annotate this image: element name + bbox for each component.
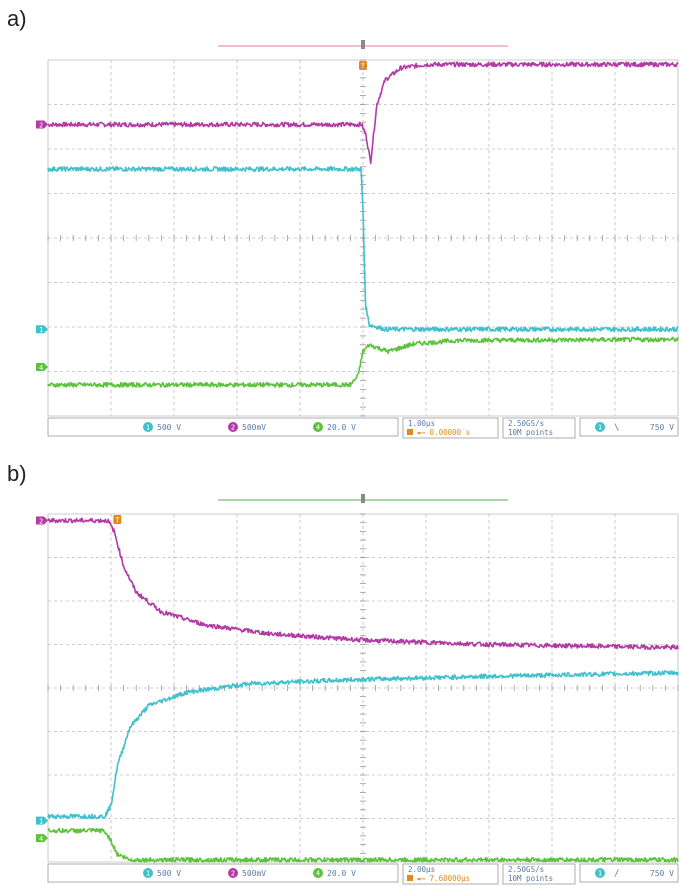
ch1-level-marker: 1 xyxy=(36,325,48,334)
trigger-marker-icon: T xyxy=(113,515,122,525)
trigger-source-num: 1 xyxy=(598,870,602,878)
ch2-badge-num: 2 xyxy=(231,870,235,878)
record-length-text: 10M points xyxy=(508,874,553,883)
ch2-badge-num: 2 xyxy=(231,424,235,432)
ch1-scale-text: 500 V xyxy=(157,423,181,432)
status-bar: 1 500 V 2 500mV 4 20.0 V 1.00µs◄→ 0.00000 s 2.5… xyxy=(47,417,679,439)
ch2-level-marker-shape xyxy=(36,516,48,525)
ch1-level-marker-num: 1 xyxy=(39,326,43,334)
trigger-setup-box xyxy=(579,417,679,437)
timebase-box xyxy=(402,863,499,885)
ch4-level-marker: 4 xyxy=(36,363,48,372)
trace-ch1-cyan xyxy=(47,166,679,333)
tek-logo: Tek xyxy=(8,494,24,495)
trigger-level-text: 750 V xyxy=(650,869,674,878)
trigger-source-badge xyxy=(595,422,605,432)
ch2-badge xyxy=(228,868,238,878)
record-length-text: 10M points xyxy=(508,428,553,437)
tek-logo: Tek xyxy=(8,40,24,41)
center-ticks xyxy=(47,513,679,863)
ch1-scale-text: 500 V xyxy=(157,869,181,878)
trace-ch4-green xyxy=(47,827,679,863)
acquisition-box xyxy=(502,863,576,885)
ch2-scale-text: 500mV xyxy=(242,869,266,878)
trigger-position-readout: ◄→ 7.60000µs xyxy=(407,874,470,883)
trigger-position-icon xyxy=(407,429,413,435)
ch4-scale-readout: 4 20.0 V xyxy=(313,422,356,432)
ch4-badge-num: 4 xyxy=(316,424,320,432)
trace-ch2-magenta xyxy=(47,61,679,165)
panel-b-label: b) xyxy=(7,461,27,486)
trigger-slope-icon: \ xyxy=(614,423,619,433)
ch1-scale-readout: 1 500 V xyxy=(143,868,181,878)
channel-scale-box xyxy=(47,863,399,883)
ch2-scale-readout: 2 500mV xyxy=(228,422,266,432)
trigger-position-text: ◄→ 0.00000 s xyxy=(416,428,470,437)
trigger-source-badge xyxy=(595,868,605,878)
timebase-text: 1.00µs xyxy=(408,419,435,428)
ch4-scale-readout: 4 20.0 V xyxy=(313,868,356,878)
acquisition-box xyxy=(502,417,576,439)
ch1-level-marker-shape xyxy=(36,325,48,334)
sample-rate-text: 2.50GS/s xyxy=(508,865,544,874)
ch1-level-marker-shape xyxy=(36,816,48,825)
trigger-marker-shape xyxy=(113,515,122,524)
ch2-scale-text: 500mV xyxy=(242,423,266,432)
ch4-level-marker-shape xyxy=(36,834,48,843)
ch2-badge xyxy=(228,422,238,432)
panel-a-label: a) xyxy=(7,6,27,31)
ch4-badge-num: 4 xyxy=(316,870,320,878)
record-position-marker xyxy=(361,40,365,49)
ch1-level-marker-num: 1 xyxy=(39,818,43,826)
trigger-marker-letter: T xyxy=(115,517,120,525)
ch1-badge-num: 1 xyxy=(146,424,150,432)
ch2-level-marker-num: 2 xyxy=(39,518,43,526)
ch2-level-marker: 2 xyxy=(36,516,48,526)
ch4-level-marker-num: 4 xyxy=(39,364,43,372)
ch4-level-marker-num: 4 xyxy=(39,835,43,843)
ch4-level-marker-shape xyxy=(36,363,48,372)
ch2-scale-readout: 2 500mV xyxy=(228,868,266,878)
trace-ch1-cyan xyxy=(47,670,679,820)
ch1-badge xyxy=(143,422,153,432)
trigger-marker-shape xyxy=(359,61,367,70)
timebase-box xyxy=(402,417,499,439)
ch4-badge xyxy=(313,422,323,432)
trigger-position-text: ◄→ 7.60000µs xyxy=(416,874,470,883)
ch4-badge xyxy=(313,868,323,878)
ch1-badge-num: 1 xyxy=(146,870,150,878)
trigger-slope-icon: / xyxy=(614,869,619,879)
trace-ch4-green xyxy=(47,336,679,388)
ch2-level-marker: 2 xyxy=(36,120,48,130)
trigger-source-num: 1 xyxy=(598,424,602,432)
ch4-level-marker: 4 xyxy=(36,834,48,843)
status-bar: 1 500 V 2 500mV 4 20.0 V 2.00µs◄→ 7.60000µs 2.5… xyxy=(47,863,679,885)
trigger-level-text: 750 V xyxy=(650,423,674,432)
channel-scale-box xyxy=(47,417,399,437)
trigger-setup-box xyxy=(579,863,679,883)
ch1-scale-readout: 1 500 V xyxy=(143,422,181,432)
trigger-position-icon xyxy=(407,875,413,881)
ch1-badge xyxy=(143,868,153,878)
trigger-position-readout: ◄→ 0.00000 s xyxy=(407,428,470,437)
ch2-level-marker-shape xyxy=(36,120,48,129)
ch2-level-marker-num: 2 xyxy=(39,122,43,130)
ch4-scale-text: 20.0 V xyxy=(327,423,356,432)
trace-ch2-magenta xyxy=(47,517,679,651)
record-position-marker xyxy=(361,494,365,503)
ch1-level-marker: 1 xyxy=(36,816,48,826)
ch4-scale-text: 20.0 V xyxy=(327,869,356,878)
timebase-text: 2.00µs xyxy=(408,865,435,874)
sample-rate-text: 2.50GS/s xyxy=(508,419,544,428)
